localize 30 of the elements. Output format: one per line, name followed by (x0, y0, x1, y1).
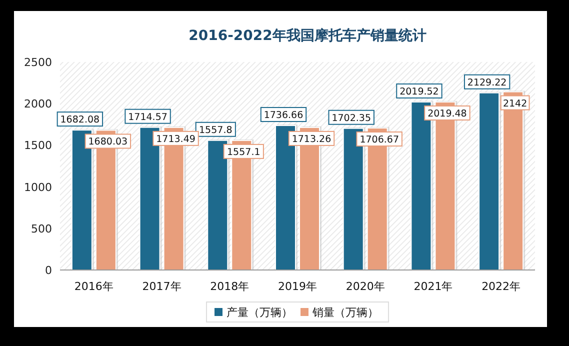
y-tick-label: 500 (31, 222, 52, 236)
y-tick-label: 2500 (24, 56, 52, 69)
data-label: 1713.26 (292, 134, 332, 145)
x-tick-label: 2022年 (482, 280, 521, 293)
x-tick-label: 2016年 (74, 280, 114, 293)
x-tick-label: 2018年 (210, 280, 250, 293)
y-tick-label: 1000 (24, 180, 52, 194)
x-tick-label: 2020年 (346, 280, 385, 293)
data-label: 1557.8 (199, 124, 232, 136)
data-label: 1736.66 (264, 110, 304, 122)
legend-label: 销量（万辆） (312, 306, 378, 319)
data-label: 1557.1 (227, 146, 260, 158)
data-label: 2019.48 (428, 108, 467, 120)
chart-title: 2016-2022年我国摩托车产销量统计 (188, 27, 426, 44)
data-label: 1713.49 (156, 134, 196, 145)
x-tick-label: 2017年 (142, 280, 182, 293)
data-label: 1706.67 (360, 134, 400, 146)
data-label: 2129.22 (467, 77, 507, 88)
data-label: 1682.08 (60, 114, 100, 126)
data-label: 2019.52 (400, 86, 439, 98)
data-label: 1714.57 (128, 112, 168, 123)
y-tick-label: 2000 (24, 98, 52, 111)
y-tick-label: 0 (45, 264, 52, 277)
data-label: 1680.03 (88, 136, 128, 148)
x-tick-label: 2019年 (278, 280, 317, 293)
data-label: 2142 (502, 98, 528, 110)
legend-label: 产量（万辆） (226, 306, 292, 319)
x-tick-label: 2021年 (414, 280, 453, 293)
data-label: 1702.35 (332, 112, 372, 124)
y-tick-label: 1500 (24, 139, 52, 152)
